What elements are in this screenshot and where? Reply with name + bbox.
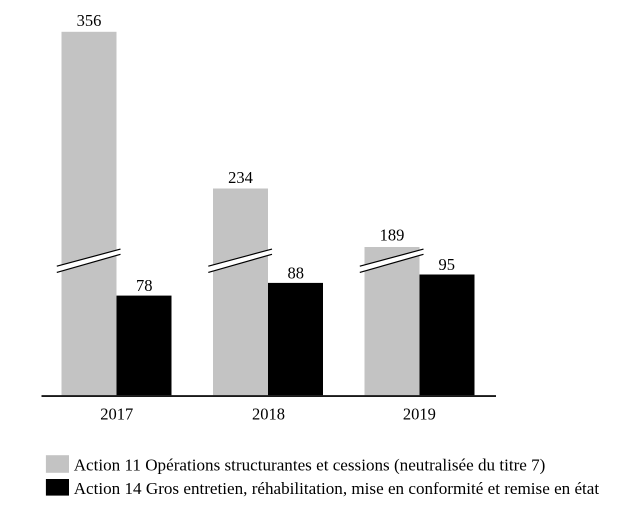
svg-text:356: 356 xyxy=(77,11,102,30)
svg-text:2017: 2017 xyxy=(100,405,133,424)
svg-text:95: 95 xyxy=(439,255,456,274)
svg-text:2019: 2019 xyxy=(403,405,436,424)
svg-text:2018: 2018 xyxy=(252,405,285,424)
svg-text:234: 234 xyxy=(228,168,253,187)
svg-text:Action 14 Gros entretien, réha: Action 14 Gros entretien, réhabilitation… xyxy=(74,479,600,498)
svg-text:88: 88 xyxy=(287,263,304,282)
svg-text:Action 11 Opérations structura: Action 11 Opérations structurantes et ce… xyxy=(74,456,546,475)
svg-text:189: 189 xyxy=(380,225,405,244)
svg-text:78: 78 xyxy=(136,276,153,295)
